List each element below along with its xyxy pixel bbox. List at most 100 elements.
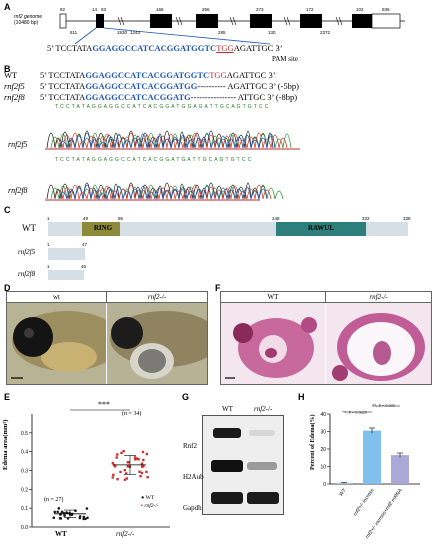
western-blot <box>202 415 284 515</box>
panel-c-label: C <box>4 205 11 215</box>
e-ytick-label: 0.3 <box>21 469 28 475</box>
e-point-mut <box>140 462 144 465</box>
g-col-mut: rnf2-/- <box>254 405 273 413</box>
e-point-wt <box>52 516 56 520</box>
band-gapdh-wt <box>211 492 243 504</box>
svg-text:102: 102 <box>356 7 364 12</box>
e-point-mut <box>145 452 149 456</box>
e-point-wt <box>84 517 87 521</box>
svg-text:273: 273 <box>256 7 264 12</box>
photo-wt-header: wt <box>7 292 107 303</box>
svg-text:1930: 1930 <box>117 30 128 35</box>
mutant-larva-image <box>107 303 207 384</box>
photo-mut-header: rnf2-/- <box>107 292 207 303</box>
e-point-mut <box>120 451 123 455</box>
e-point-mut <box>134 458 137 461</box>
e-n-wt: (n = 27) <box>44 497 64 503</box>
e-point-wt <box>63 514 66 517</box>
alignment-row-f8: rnf2f8 5’ TCCTATAGGAGGCCATCACGGATG-------… <box>4 92 298 102</box>
e-point-mut <box>127 461 131 464</box>
e-point-mut <box>116 477 119 481</box>
band-rnf2-wt <box>213 428 241 438</box>
e-ytick-label: 0.4 <box>21 450 28 456</box>
e-point-mut <box>115 456 118 459</box>
edema-area-chart: 0.0 0.1 0.2 0.3 0.4 0.5 <box>21 409 170 531</box>
larvae-photos: wt rnf2-/- <box>6 291 208 385</box>
protein-domain-diagram: 1 49 95 248 332 338 1 47 1 46 <box>47 216 411 280</box>
e-ytick-label: 0.2 <box>21 487 28 493</box>
exon-1 <box>59 13 67 29</box>
e-point-wt <box>60 510 64 514</box>
mutant-histology-image <box>326 303 431 384</box>
e-point-mut <box>138 470 141 473</box>
g-row-h2aub: H2Aub <box>183 473 204 481</box>
svg-text:46: 46 <box>81 264 87 269</box>
e-legend: ● WT ▪ rnf2-/- <box>141 494 159 510</box>
e-point-mut <box>140 465 144 468</box>
panel-b-label: B <box>4 64 11 74</box>
ring-domain <box>82 222 120 236</box>
legend-mut: ▪ rnf2-/- <box>141 503 159 509</box>
domain-f5-label: rnf2f5 <box>18 248 36 256</box>
chromatogram-2 <box>45 182 284 201</box>
chromatogram-1-seq: T C C T A T A G G A G G C C A T C A C G … <box>55 104 269 110</box>
svg-text:14: 14 <box>92 7 98 12</box>
band-gapdh-mut <box>247 492 279 504</box>
e-point-wt <box>65 511 68 514</box>
e-ytick-label: 0.5 <box>21 431 28 437</box>
chromatogram-1-label: rnf2f5 <box>8 140 28 149</box>
histo-wt-header: WT <box>221 292 326 303</box>
wt-larva-image <box>7 303 106 384</box>
exon-7 <box>352 14 372 28</box>
panel-d-label: D <box>4 283 11 293</box>
e-point-wt <box>56 510 59 514</box>
e-point-mut <box>124 472 128 475</box>
e-point-mut <box>122 449 125 453</box>
h-xtick-label: WT <box>338 487 348 498</box>
h-ytick-label: 0 <box>323 482 326 488</box>
g-row-labels: Rnf2 H2Aub Gapdh <box>183 431 204 524</box>
h-ytick-label: 40 <box>320 412 326 418</box>
e-point-wt <box>57 507 61 510</box>
svg-text:1: 1 <box>47 264 50 269</box>
e-point-mut <box>111 476 114 479</box>
e-point-mut <box>142 464 145 468</box>
e-point-wt <box>85 507 89 510</box>
e-significance: *** <box>98 400 110 409</box>
domain-wt-label: WT <box>22 223 36 233</box>
e-point-mut <box>142 458 145 462</box>
e-point-wt <box>78 516 82 520</box>
svg-text:248: 248 <box>272 216 280 221</box>
exon-6 <box>300 14 322 28</box>
e-point-mut <box>119 470 122 474</box>
band-h2aub-mut <box>247 462 277 470</box>
h-ytick-label: 10 <box>320 465 326 471</box>
svg-text:338: 338 <box>403 216 411 221</box>
legend-wt: ● WT <box>141 495 155 501</box>
svg-text:936: 936 <box>382 7 390 12</box>
e-ytick-label: 0.1 <box>21 506 28 512</box>
band-h2aub-wt <box>211 460 243 472</box>
panel-h-label: H <box>298 392 305 402</box>
histo-mut-header: rnf2-/- <box>326 292 431 303</box>
domain-f8-label: rnf2f8 <box>18 270 36 278</box>
genome-name: rnf2 genome <box>14 14 43 20</box>
e-point-mut <box>125 477 129 480</box>
exon-4 <box>196 14 218 28</box>
wt-histology-image <box>221 303 325 384</box>
e-point-mut <box>111 462 115 465</box>
chromatogram-1 <box>45 130 300 150</box>
e-point-mut <box>137 458 140 461</box>
svg-text:1: 1 <box>47 216 50 221</box>
svg-text:332: 332 <box>362 216 370 221</box>
svg-text:1243: 1243 <box>130 30 141 35</box>
e-point-mut <box>123 468 127 472</box>
chromatogram-2-label: rnf2f8 <box>8 186 28 195</box>
f8-protein-bar <box>48 270 84 280</box>
e-point-wt <box>82 515 86 519</box>
svg-text:811: 811 <box>70 30 78 35</box>
rawul-domain <box>276 222 366 236</box>
exon-3 <box>150 14 172 28</box>
exon-2 <box>96 14 104 28</box>
